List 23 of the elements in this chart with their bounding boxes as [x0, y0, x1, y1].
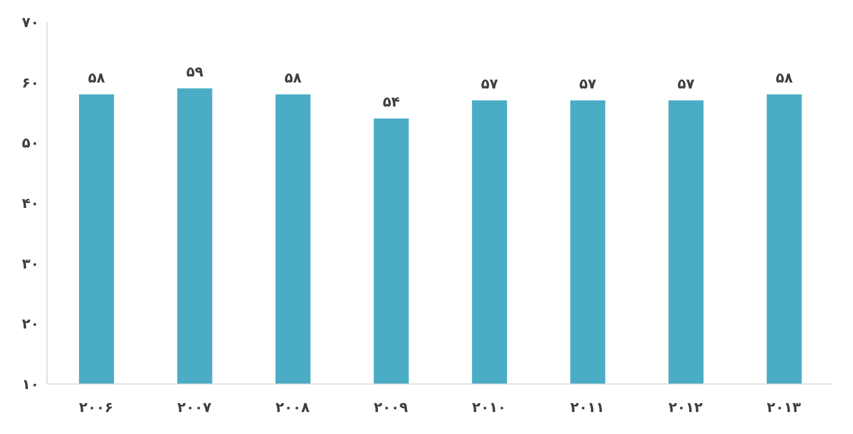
y-tick-label: ۴۰	[22, 196, 39, 212]
data-label: ۵۸	[284, 70, 302, 86]
data-label: ۵۴	[382, 94, 400, 111]
x-tick-label: ۲۰۱۲	[668, 400, 704, 416]
data-label: ۵۷	[579, 76, 597, 92]
x-tick-label: ۲۰۰۹	[374, 400, 408, 416]
x-tick-label: ۲۰۱۳	[766, 400, 802, 416]
x-tick-label: ۲۰۰۷	[177, 400, 212, 416]
x-tick-label: ۲۰۱۱	[570, 400, 604, 416]
y-tick-label: ۲۰	[22, 316, 39, 333]
x-tick-label: ۲۰۰۶	[79, 400, 114, 416]
y-tick-label: ۳۰	[22, 256, 39, 272]
y-tick-label: ۶۰	[22, 75, 39, 92]
y-tick-label: ۷۰	[22, 14, 39, 31]
x-tick-label: ۲۰۱۰	[472, 400, 506, 416]
x-tick-label: ۲۰۰۸	[276, 400, 310, 416]
data-label: ۵۹	[186, 64, 204, 80]
data-label: ۵۷	[677, 76, 695, 92]
y-tick-label: ۱۰	[22, 376, 39, 393]
y-tick-label: ۵۰	[22, 136, 39, 152]
data-label: ۵۷	[480, 76, 498, 92]
data-label: ۵۸	[776, 70, 794, 86]
data-label: ۵۸	[88, 70, 106, 86]
